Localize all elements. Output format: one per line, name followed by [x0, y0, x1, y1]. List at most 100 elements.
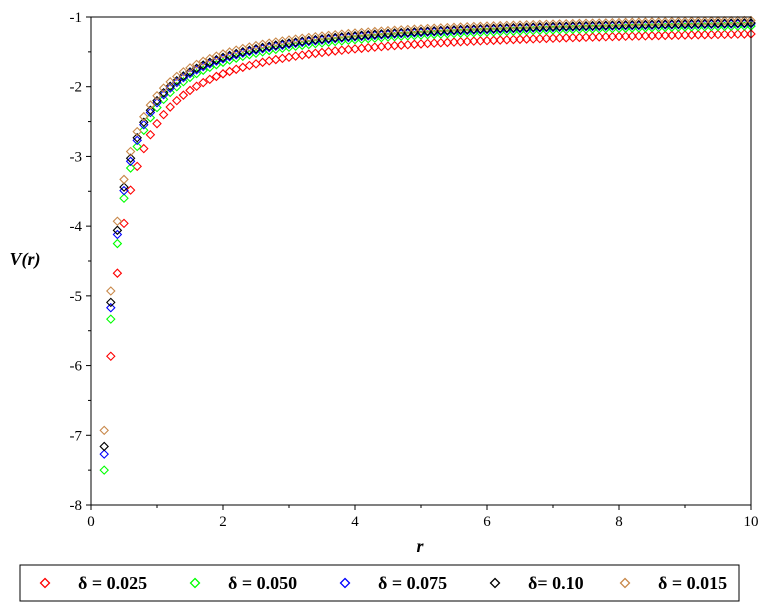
- data-point: [528, 34, 538, 44]
- data-point: [581, 18, 591, 29]
- legend-marker: [619, 577, 631, 589]
- data-point: [416, 39, 426, 49]
- data-point: [502, 35, 512, 45]
- data-point: [686, 16, 697, 27]
- data-point: [119, 182, 129, 192]
- data-point: [455, 36, 466, 47]
- data-point: [660, 30, 670, 41]
- data-point: [191, 81, 202, 92]
- data-point: [574, 32, 585, 43]
- legend-label: δ = 0.075: [378, 573, 447, 593]
- data-point: [482, 21, 492, 31]
- data-point: [389, 25, 400, 36]
- data-point: [528, 19, 538, 30]
- legend-label: δ= 0.10: [528, 573, 584, 593]
- data-point: [191, 59, 202, 70]
- data-point: [264, 56, 274, 66]
- data-point: [574, 18, 585, 29]
- data-point: [594, 18, 604, 28]
- data-point: [627, 17, 637, 28]
- data-point: [700, 29, 710, 40]
- data-point: [429, 23, 439, 33]
- data-point: [422, 23, 433, 34]
- data-point: [693, 16, 703, 26]
- data-point: [436, 23, 446, 33]
- data-point: [660, 16, 670, 27]
- data-point: [99, 449, 109, 459]
- data-point: [429, 38, 439, 48]
- legend-marker: [39, 577, 51, 589]
- data-point: [469, 36, 479, 46]
- data-point: [112, 238, 123, 249]
- data-point: [211, 71, 222, 82]
- x-tick-label: 8: [615, 514, 623, 530]
- data-point: [667, 30, 677, 41]
- data-point: [667, 16, 677, 27]
- data-point: [627, 31, 637, 41]
- data-point: [634, 17, 644, 27]
- y-tick-label: -1: [70, 10, 83, 26]
- data-point: [205, 53, 215, 64]
- data-point: [165, 102, 175, 112]
- data-point: [106, 297, 116, 308]
- data-point: [416, 24, 426, 34]
- data-point: [172, 81, 182, 92]
- data-point: [178, 67, 189, 77]
- data-point: [165, 87, 175, 98]
- data-point: [125, 163, 136, 173]
- data-point: [739, 29, 750, 39]
- data-point: [152, 102, 162, 113]
- data-point: [145, 129, 156, 140]
- y-tick-label: -2: [70, 80, 83, 96]
- data-point: [409, 24, 420, 34]
- legend-marker: [489, 577, 501, 589]
- data-point: [680, 16, 690, 27]
- data-point: [508, 20, 519, 30]
- data-point: [640, 17, 651, 27]
- data-point: [165, 83, 175, 93]
- series-5: [99, 15, 756, 436]
- data-point: [99, 465, 109, 475]
- data-point: [99, 441, 109, 452]
- data-point: [125, 153, 136, 164]
- data-point: [389, 40, 400, 51]
- data-point: [139, 117, 149, 128]
- x-tick-label: 6: [483, 514, 491, 530]
- data-point: [396, 25, 406, 35]
- data-point: [185, 63, 195, 73]
- data-point: [205, 58, 215, 69]
- data-point: [132, 132, 142, 143]
- data-point: [535, 33, 545, 44]
- data-point: [548, 19, 558, 29]
- x-tick-label: 0: [87, 514, 95, 530]
- y-tick-label: -7: [70, 428, 83, 444]
- data-point: [561, 18, 571, 29]
- x-tick-label: 4: [351, 514, 359, 530]
- data-point: [475, 21, 486, 32]
- series-2: [99, 21, 756, 475]
- data-point: [119, 193, 129, 204]
- data-point: [706, 16, 717, 26]
- data-point: [152, 118, 162, 129]
- data-point: [733, 15, 743, 26]
- data-point: [449, 37, 459, 47]
- data-point: [535, 19, 545, 30]
- data-point: [568, 32, 578, 43]
- data-point: [185, 85, 195, 96]
- data-point: [376, 26, 387, 36]
- data-point: [620, 31, 631, 42]
- data-point: [541, 33, 552, 44]
- data-point: [541, 19, 552, 30]
- data-point: [614, 17, 624, 28]
- data-point: [257, 57, 268, 68]
- data-point: [607, 17, 618, 28]
- legend-marker: [339, 577, 351, 589]
- data-point: [112, 225, 123, 236]
- data-point: [139, 119, 149, 130]
- y-tick-label: -5: [70, 289, 83, 305]
- data-point: [719, 29, 730, 40]
- data-point: [158, 94, 169, 105]
- data-point: [165, 81, 175, 92]
- data-point: [244, 60, 255, 71]
- data-point: [119, 185, 129, 196]
